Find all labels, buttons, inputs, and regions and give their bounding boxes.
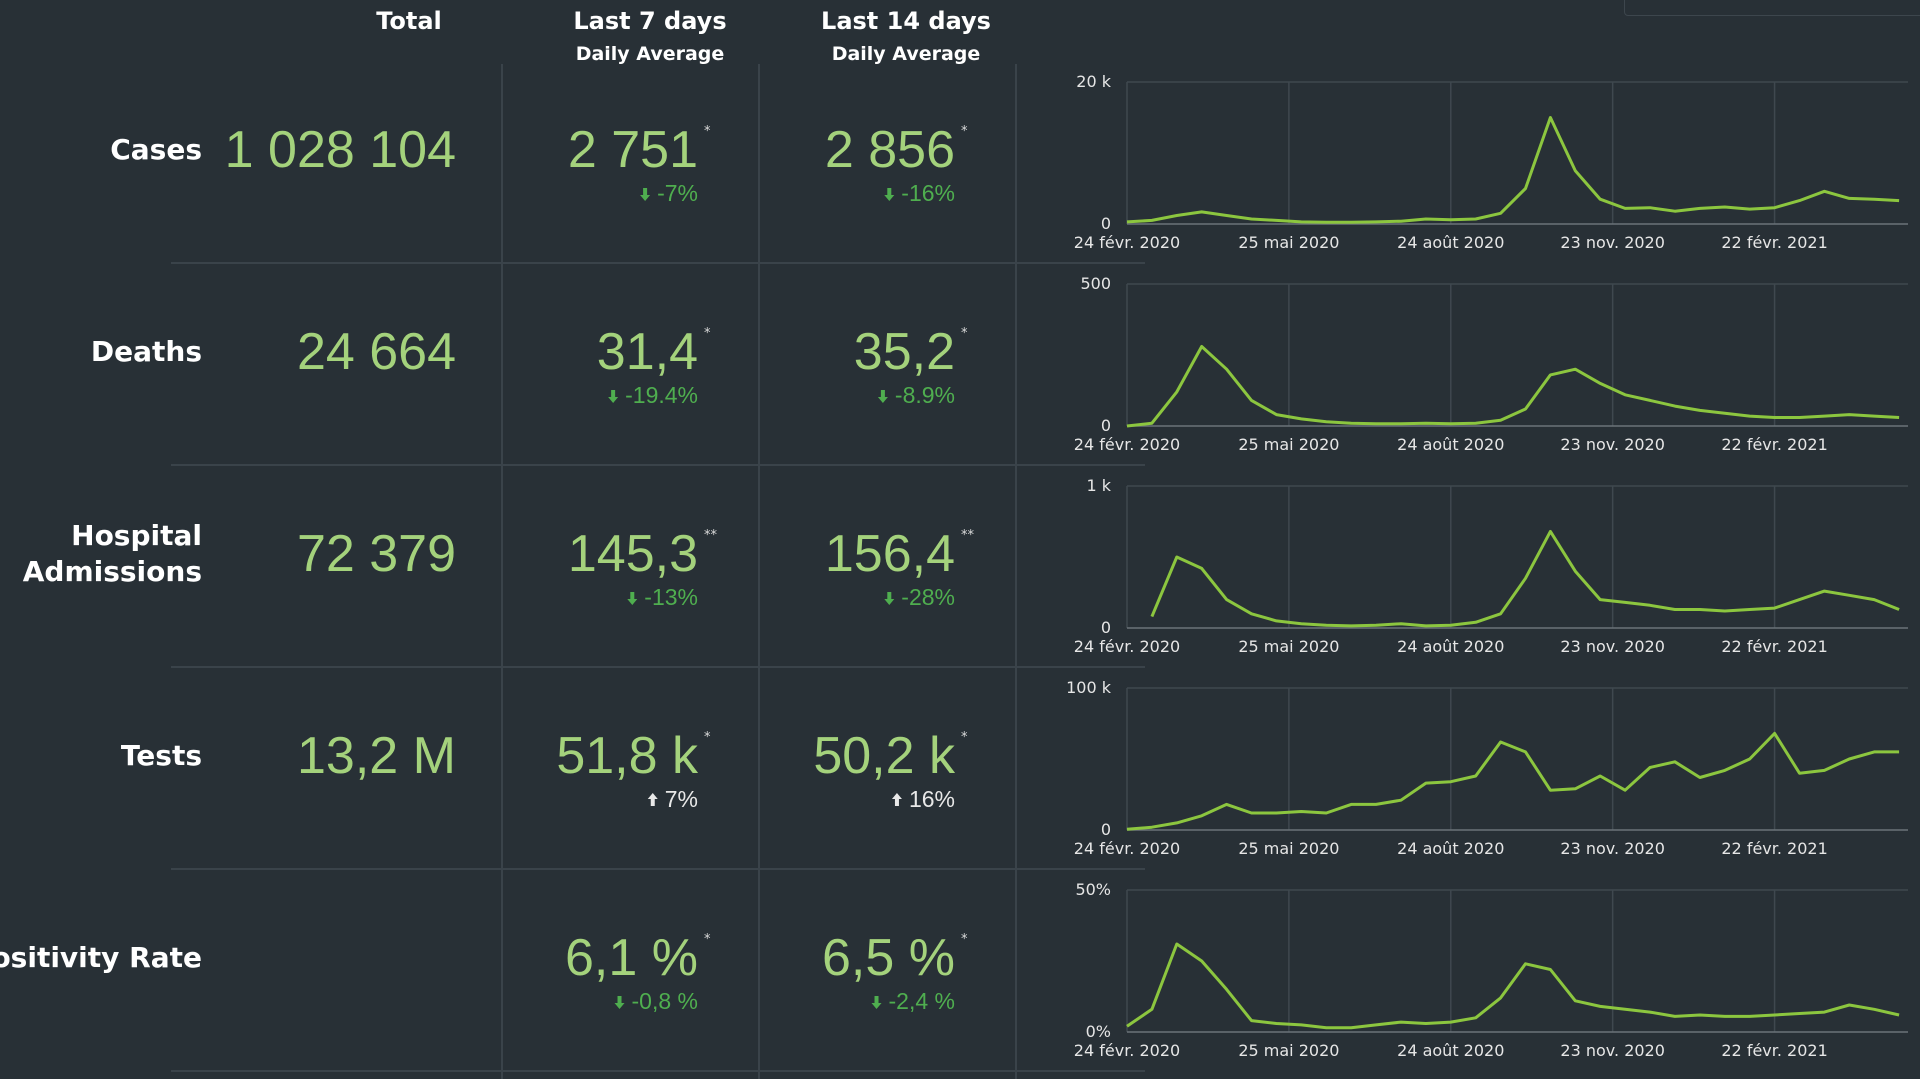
- average-value: 50,2 k: [813, 727, 956, 785]
- change: 7%: [665, 786, 698, 812]
- header-last14: Last 14 days: [821, 7, 991, 35]
- y-tick-label: 0%: [1086, 1022, 1111, 1041]
- row-label: Hospital: [71, 519, 202, 552]
- trend-arrow: [614, 996, 625, 1009]
- x-tick-label: 25 mai 2020: [1238, 1041, 1339, 1060]
- y-tick-label: 500: [1080, 274, 1111, 293]
- trend-arrow: [640, 188, 651, 201]
- trend-arrow: [884, 188, 895, 201]
- trend-line: [1126, 116, 1900, 224]
- footnote-mark: *: [704, 932, 711, 947]
- corner-widget: [1624, 0, 1920, 16]
- x-tick-label: 23 nov. 2020: [1560, 839, 1665, 858]
- header-last7: Last 7 days: [573, 7, 726, 35]
- x-tick-label: 24 févr. 2020: [1074, 839, 1180, 858]
- total-value: 24 664: [297, 323, 456, 381]
- footnote-mark: *: [961, 124, 968, 139]
- x-tick-label: 24 août 2020: [1397, 1041, 1504, 1060]
- trend-arrow: [627, 592, 638, 605]
- y-tick-label: 1 k: [1086, 476, 1111, 495]
- x-tick-label: 24 août 2020: [1397, 435, 1504, 454]
- change: 16%: [909, 786, 955, 812]
- y-tick-label: 100 k: [1066, 678, 1112, 697]
- x-tick-label: 24 févr. 2020: [1074, 435, 1180, 454]
- x-tick-label: 22 févr. 2021: [1721, 637, 1827, 656]
- footnote-mark: *: [704, 730, 711, 745]
- average-value: 2 856: [825, 121, 955, 179]
- y-tick-label: 0: [1101, 618, 1111, 637]
- trend-line: [1126, 731, 1900, 831]
- average-value: 51,8 k: [556, 727, 699, 785]
- change: -0,8 %: [632, 988, 698, 1014]
- x-tick-label: 22 févr. 2021: [1721, 435, 1827, 454]
- y-tick-label: 50%: [1075, 880, 1111, 899]
- change: -16%: [901, 180, 955, 206]
- x-tick-label: 23 nov. 2020: [1560, 435, 1665, 454]
- change: -19.4%: [625, 382, 698, 408]
- average-value: 145,3: [568, 525, 698, 583]
- x-tick-label: 25 mai 2020: [1238, 435, 1339, 454]
- x-tick-label: 22 févr. 2021: [1721, 839, 1827, 858]
- y-tick-label: 0: [1101, 820, 1111, 839]
- change: -8.9%: [895, 382, 955, 408]
- y-tick-label: 0: [1101, 214, 1111, 233]
- change: -2,4 %: [889, 988, 955, 1014]
- x-tick-label: 23 nov. 2020: [1560, 233, 1665, 252]
- average-value: 2 751: [568, 121, 698, 179]
- y-tick-label: 0: [1101, 416, 1111, 435]
- footnote-mark: *: [961, 730, 968, 745]
- average-value: 156,4: [825, 525, 955, 583]
- x-tick-label: 22 févr. 2021: [1721, 233, 1827, 252]
- row-label: Tests: [121, 739, 202, 772]
- trend-arrow: [891, 793, 902, 806]
- footnote-mark: **: [704, 528, 718, 543]
- row-label: Admissions: [23, 555, 202, 588]
- x-tick-label: 24 août 2020: [1397, 839, 1504, 858]
- change: -28%: [901, 584, 955, 610]
- x-tick-label: 24 août 2020: [1397, 637, 1504, 656]
- x-tick-label: 23 nov. 2020: [1560, 637, 1665, 656]
- trend-arrow: [608, 390, 619, 403]
- trend-line: [1126, 345, 1900, 428]
- footnote-mark: *: [704, 326, 711, 341]
- trend-arrow: [877, 390, 888, 403]
- total-value: 72 379: [297, 525, 456, 583]
- row-label: Cases: [110, 133, 202, 166]
- header-total: Total: [376, 7, 442, 35]
- trend-arrow: [871, 996, 882, 1009]
- y-tick-label: 20 k: [1076, 72, 1111, 91]
- header-last7-sub: Daily Average: [576, 43, 725, 65]
- x-tick-label: 25 mai 2020: [1238, 233, 1339, 252]
- x-tick-label: 24 août 2020: [1397, 233, 1504, 252]
- x-tick-label: 22 févr. 2021: [1721, 1041, 1827, 1060]
- change: -13%: [644, 584, 698, 610]
- x-tick-label: 25 mai 2020: [1238, 637, 1339, 656]
- x-tick-label: 23 nov. 2020: [1560, 1041, 1665, 1060]
- total-value: 1 028 104: [225, 121, 456, 179]
- footnote-mark: *: [704, 124, 711, 139]
- average-value: 31,4: [597, 323, 698, 381]
- row-label: Positivity Rate: [0, 941, 202, 974]
- trend-line: [1150, 529, 1900, 628]
- footnote-mark: **: [961, 528, 975, 543]
- trend-line: [1126, 942, 1900, 1030]
- row-label: Deaths: [91, 335, 202, 368]
- change: -7%: [657, 180, 698, 206]
- average-value: 6,1 %: [565, 929, 698, 987]
- footnote-mark: *: [961, 932, 968, 947]
- x-tick-label: 24 févr. 2020: [1074, 233, 1180, 252]
- trend-arrow: [647, 793, 658, 806]
- average-value: 6,5 %: [822, 929, 955, 987]
- header-last14-sub: Daily Average: [832, 43, 981, 65]
- footnote-mark: *: [961, 326, 968, 341]
- total-value: 13,2 M: [297, 727, 456, 785]
- trend-arrow: [884, 592, 895, 605]
- x-tick-label: 24 févr. 2020: [1074, 1041, 1180, 1060]
- x-tick-label: 24 févr. 2020: [1074, 637, 1180, 656]
- x-tick-label: 25 mai 2020: [1238, 839, 1339, 858]
- average-value: 35,2: [854, 323, 955, 381]
